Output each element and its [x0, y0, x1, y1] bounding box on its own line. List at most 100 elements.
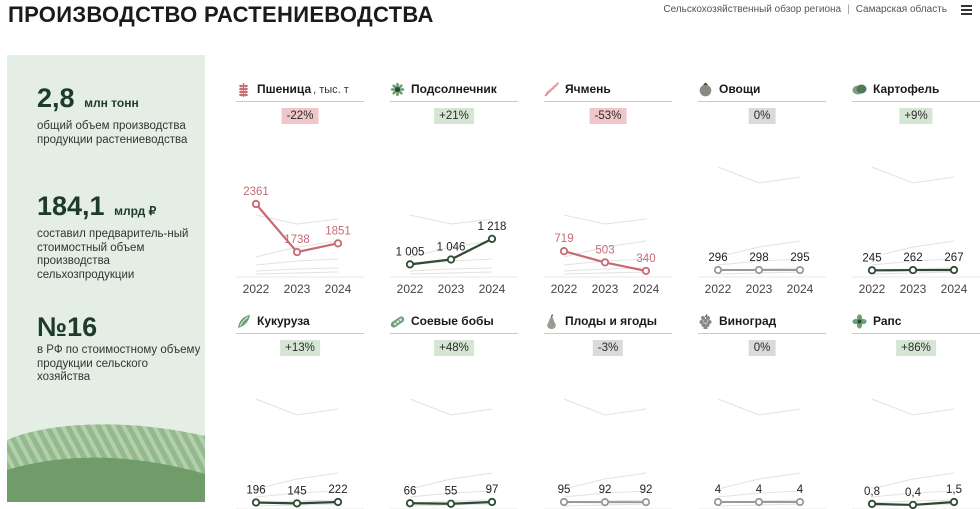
crop-card-header: Рапс — [852, 309, 980, 334]
stat-rank-description: в РФ по стоимостному объему продукции се… — [37, 344, 201, 383]
crop-card-sunflower[interactable]: Подсолнечник +21% 1 005 2022 1 046 2023 1 218 2… — [390, 77, 518, 296]
data-point[interactable] — [487, 497, 497, 507]
x-tick-label: 2022 — [705, 282, 732, 296]
change-badge: -3% — [592, 340, 624, 356]
x-tick-label: 2023 — [438, 282, 465, 296]
crop-card-potato[interactable]: Картофель +9% 245 2022 262 2023 267 2024 — [852, 77, 980, 296]
data-label: 4 — [756, 484, 763, 496]
vegetables-icon — [699, 82, 712, 96]
crop-card-grape[interactable]: Виноград 0% 420224202342024 — [698, 309, 826, 509]
data-label: 4 — [715, 484, 722, 496]
data-point[interactable] — [251, 498, 261, 507]
data-point[interactable] — [292, 499, 302, 508]
crop-card-soybean[interactable]: Соевые бобы +48% 662022552023972024 — [390, 309, 518, 509]
data-point[interactable] — [754, 497, 764, 507]
data-point[interactable] — [949, 265, 959, 275]
ghost-trend-line — [563, 214, 647, 225]
line-chart: 245 2022 262 2023 267 2024 — [852, 166, 980, 296]
breadcrumb-overview-link[interactable]: Сельскохозяйственный обзор региона — [663, 4, 842, 15]
crop-name: Ячмень — [565, 82, 611, 96]
crop-name: Картофель — [873, 82, 940, 96]
line-chart: 196202214520232222024 — [236, 398, 364, 509]
data-label: 1 005 — [396, 246, 425, 258]
ghost-trend-line — [255, 214, 339, 225]
data-label: 295 — [790, 252, 809, 264]
ghost-trend-line — [255, 240, 339, 258]
data-point[interactable] — [559, 497, 569, 507]
data-label: 145 — [287, 485, 306, 497]
data-point[interactable] — [251, 199, 261, 209]
crop-card-pear[interactable]: Плоды и ягоды -3% 952022922023922024 — [544, 309, 672, 509]
ghost-trend-line — [717, 472, 801, 490]
crop-name: Рапс — [873, 314, 902, 328]
corn-icon — [238, 314, 250, 328]
crop-card-header: Плоды и ягоды — [544, 309, 672, 334]
data-label: 55 — [445, 486, 458, 498]
data-label: 0,4 — [905, 487, 922, 499]
data-point[interactable] — [908, 500, 918, 509]
x-tick-label: 2023 — [592, 282, 619, 296]
data-label: 298 — [749, 252, 768, 264]
data-label: 719 — [554, 233, 573, 245]
ghost-trend-line — [717, 240, 801, 258]
data-point[interactable] — [908, 265, 918, 275]
line-chart: 662022552023972024 — [390, 398, 518, 509]
data-point[interactable] — [754, 265, 764, 275]
ghost-trend-line — [409, 240, 493, 258]
ghost-trend-line — [871, 258, 955, 266]
data-point[interactable] — [713, 265, 723, 275]
data-point[interactable] — [446, 255, 456, 264]
crop-card-header: Картофель — [852, 77, 980, 102]
data-label: 66 — [404, 485, 417, 497]
data-point[interactable] — [487, 234, 497, 243]
data-point[interactable] — [641, 498, 651, 507]
change-badge: +9% — [899, 108, 933, 124]
crop-card-vegetables[interactable]: Овощи 0% 296 2022 298 2023 295 2024 — [698, 77, 826, 296]
breadcrumb-separator: | — [847, 4, 850, 15]
data-point[interactable] — [292, 247, 302, 257]
crop-name: Виноград — [719, 314, 777, 328]
data-label: 222 — [328, 484, 347, 496]
data-label: 267 — [944, 252, 963, 264]
data-point[interactable] — [559, 247, 569, 256]
ghost-trend-line — [255, 398, 339, 416]
crop-card-barley[interactable]: Ячмень -53% 719 2022 503 2023 340 2024 — [544, 77, 672, 296]
data-point[interactable] — [795, 265, 805, 275]
stat-total-volume: 2,8 млн тонн общий объем производства пр… — [37, 83, 202, 147]
x-tick-label: 2024 — [787, 282, 814, 296]
data-point[interactable] — [405, 499, 415, 508]
data-label: 1851 — [325, 225, 351, 237]
data-point[interactable] — [949, 497, 959, 507]
data-point[interactable] — [333, 239, 343, 248]
data-point[interactable] — [600, 498, 610, 507]
data-point[interactable] — [446, 499, 456, 508]
data-point[interactable] — [795, 497, 805, 507]
data-point[interactable] — [600, 258, 610, 267]
data-label: 92 — [640, 484, 653, 496]
change-badge: +21% — [434, 108, 474, 124]
data-point[interactable] — [405, 260, 415, 269]
ghost-trend-line — [409, 214, 493, 225]
breadcrumb-region-link[interactable]: Самарская область — [855, 4, 947, 15]
x-tick-label: 2022 — [859, 282, 886, 296]
menu-icon[interactable] — [961, 5, 972, 15]
crop-name: Подсолнечник — [411, 82, 497, 96]
ghost-trend-line — [717, 398, 801, 416]
ghost-trend-line — [255, 267, 339, 272]
crop-card-wheat[interactable]: Пшеница, тыс. т -22% 2361 2022 1738 2023 1851 2… — [236, 77, 364, 296]
data-point[interactable] — [333, 497, 343, 507]
ghost-trend-line — [717, 258, 801, 266]
data-point[interactable] — [713, 497, 723, 507]
stat-value-volume-unit: млрд ₽ — [114, 204, 157, 218]
stat-value-volume-value: 184,1 — [37, 191, 105, 221]
data-point[interactable] — [867, 266, 877, 275]
data-label: 1 218 — [478, 221, 507, 233]
data-point[interactable] — [641, 266, 651, 276]
x-tick-label: 2022 — [243, 282, 270, 296]
data-label: 1738 — [284, 234, 310, 246]
data-point[interactable] — [867, 499, 877, 508]
crop-card-corn[interactable]: Кукуруза +13% 196202214520232222024 — [236, 309, 364, 509]
line-chart: 719 2022 503 2023 340 2024 — [544, 214, 672, 296]
